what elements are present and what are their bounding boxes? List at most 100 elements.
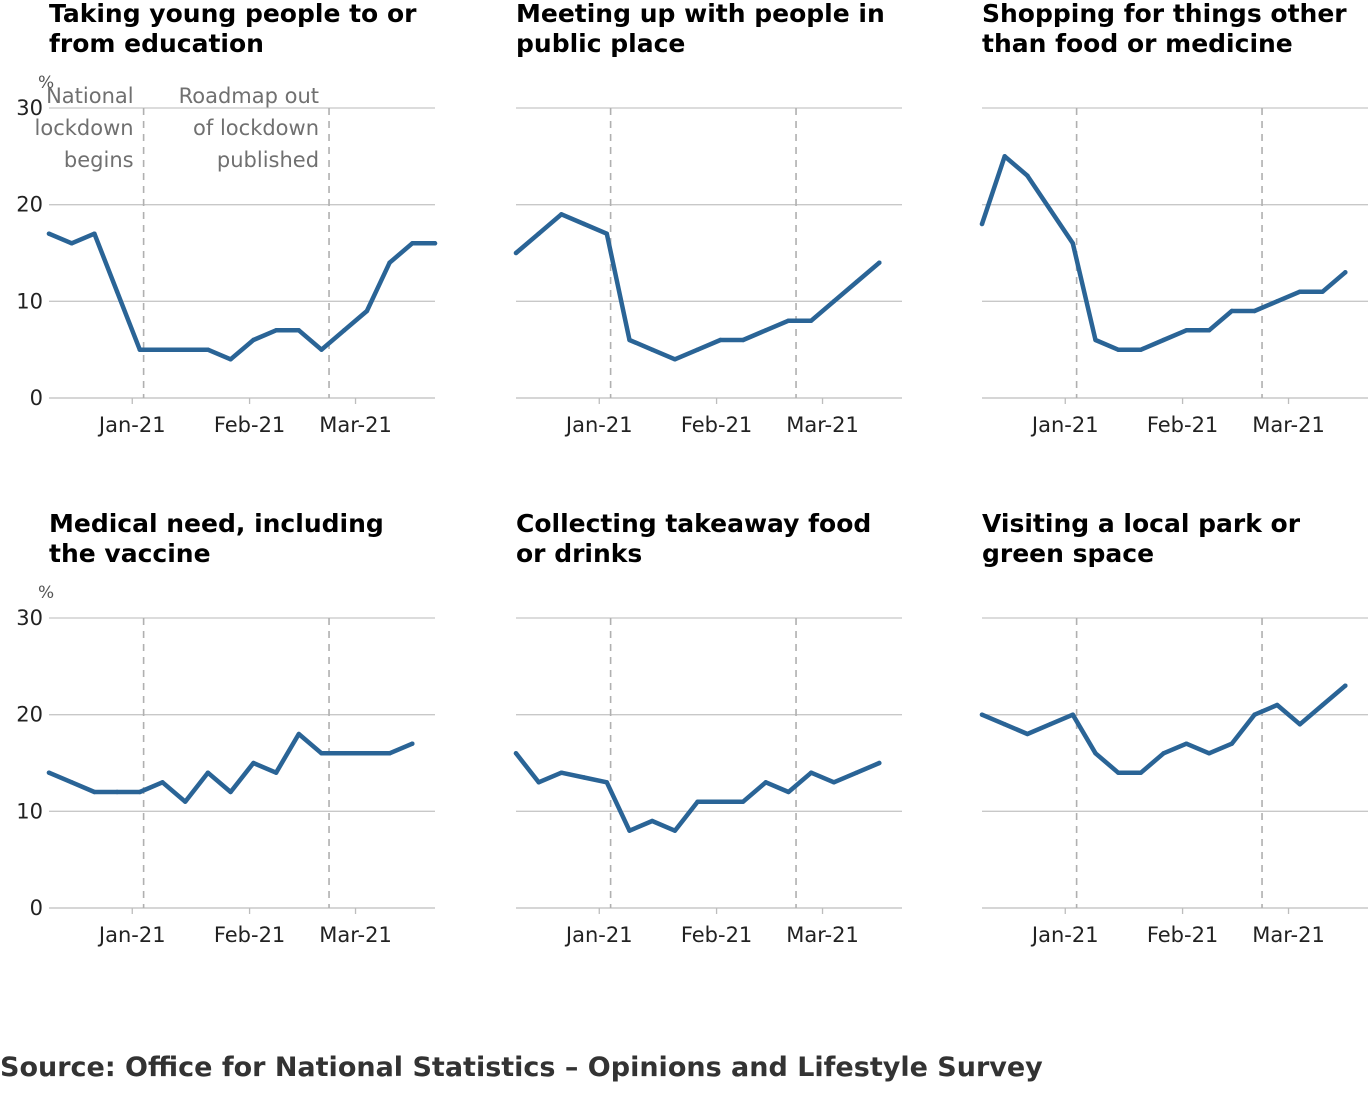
data-point [319, 347, 324, 352]
data-point [1320, 702, 1325, 708]
data-point [1116, 770, 1121, 775]
data-point [46, 770, 52, 775]
data-point [1047, 207, 1053, 212]
y-unit-label: % [38, 73, 54, 93]
y-tick-label: 20 [16, 193, 43, 217]
x-tick-label: Mar-21 [319, 923, 392, 947]
y-tick-label: 10 [16, 289, 43, 313]
data-point [877, 760, 882, 766]
y-tick-label: 0 [30, 896, 43, 920]
data-point [831, 780, 837, 785]
data-point [319, 751, 324, 756]
x-tick-label: Jan-21 [1030, 413, 1099, 437]
panel-title-line: from education [49, 29, 264, 58]
data-point [1025, 173, 1030, 178]
data-point [786, 318, 791, 323]
panel-title-line: Taking young people to or [49, 0, 417, 28]
data-point [1161, 751, 1166, 756]
panel-title-line: Meeting up with people in [516, 0, 885, 28]
series-line [513, 751, 882, 833]
data-point [387, 751, 392, 756]
data-point [1161, 337, 1166, 343]
panel-title-line: Medical need, including [49, 509, 384, 538]
x-tick-label: Feb-21 [1147, 923, 1218, 947]
data-point [559, 770, 564, 775]
panel-title-line: green space [982, 539, 1154, 568]
data-point [718, 337, 723, 343]
data-point [46, 231, 52, 236]
data-point [92, 789, 97, 795]
data-point [296, 328, 301, 333]
panel-title-line: Visiting a local park or [982, 509, 1301, 538]
data-point [228, 789, 233, 795]
data-point [1138, 770, 1144, 775]
roadmap-annotation-line: published [217, 148, 319, 172]
x-tick-label: Jan-21 [1030, 923, 1099, 947]
data-point [410, 741, 415, 746]
x-tick-label: Feb-21 [214, 413, 285, 437]
data-point [1275, 299, 1280, 304]
data-point [137, 347, 142, 352]
data-point [1093, 337, 1098, 343]
x-tick-label: Jan-21 [97, 413, 166, 437]
roadmap-annotation-line: of lockdown [193, 116, 319, 140]
data-point [763, 780, 768, 785]
data-point [854, 279, 859, 285]
data-point [342, 751, 347, 756]
data-point [183, 347, 188, 352]
y-tick-label: 0 [30, 386, 43, 410]
x-tick-label: Feb-21 [1147, 413, 1218, 437]
data-point [650, 347, 655, 352]
data-point [979, 712, 985, 717]
x-tick-label: Mar-21 [786, 923, 859, 947]
lockdown-annotation-line: National [46, 84, 134, 108]
data-point [1206, 751, 1212, 756]
series-line [979, 154, 1348, 352]
data-point [342, 328, 347, 333]
series-line [513, 212, 882, 362]
data-point [410, 241, 415, 246]
data-point [1184, 741, 1189, 746]
data-point [559, 212, 564, 217]
data-point [1206, 328, 1212, 333]
data-point [763, 328, 768, 333]
x-tick-label: Mar-21 [319, 413, 392, 437]
data-point [1138, 347, 1144, 352]
y-tick-label: 10 [16, 799, 43, 823]
data-point [364, 751, 370, 756]
data-point [1070, 712, 1076, 717]
data-point [1297, 289, 1303, 294]
data-point [160, 780, 165, 785]
data-point [273, 328, 279, 333]
data-point [672, 357, 678, 362]
data-point [831, 299, 837, 304]
data-point [205, 770, 211, 775]
series-line [46, 231, 438, 362]
data-point [1070, 241, 1076, 246]
data-point [513, 751, 519, 756]
data-point [1184, 328, 1189, 333]
data-point [877, 260, 882, 265]
x-tick-label: Jan-21 [564, 413, 633, 437]
data-point [1025, 731, 1030, 737]
y-unit-label: % [38, 583, 54, 603]
data-point [1229, 308, 1235, 314]
x-tick-label: Mar-21 [1252, 413, 1325, 437]
data-point [69, 780, 74, 785]
data-point [296, 731, 301, 737]
data-point [114, 289, 120, 294]
data-point [627, 337, 632, 343]
panel-title-line: Collecting takeaway food [516, 509, 871, 538]
data-point [1343, 683, 1348, 688]
data-point [387, 260, 392, 265]
data-point [137, 789, 142, 795]
data-point [1002, 154, 1007, 159]
source-note: Source: Office for National Statistics –… [0, 1052, 1043, 1083]
data-point [1252, 712, 1257, 717]
data-point [69, 241, 74, 246]
data-point [718, 799, 723, 804]
